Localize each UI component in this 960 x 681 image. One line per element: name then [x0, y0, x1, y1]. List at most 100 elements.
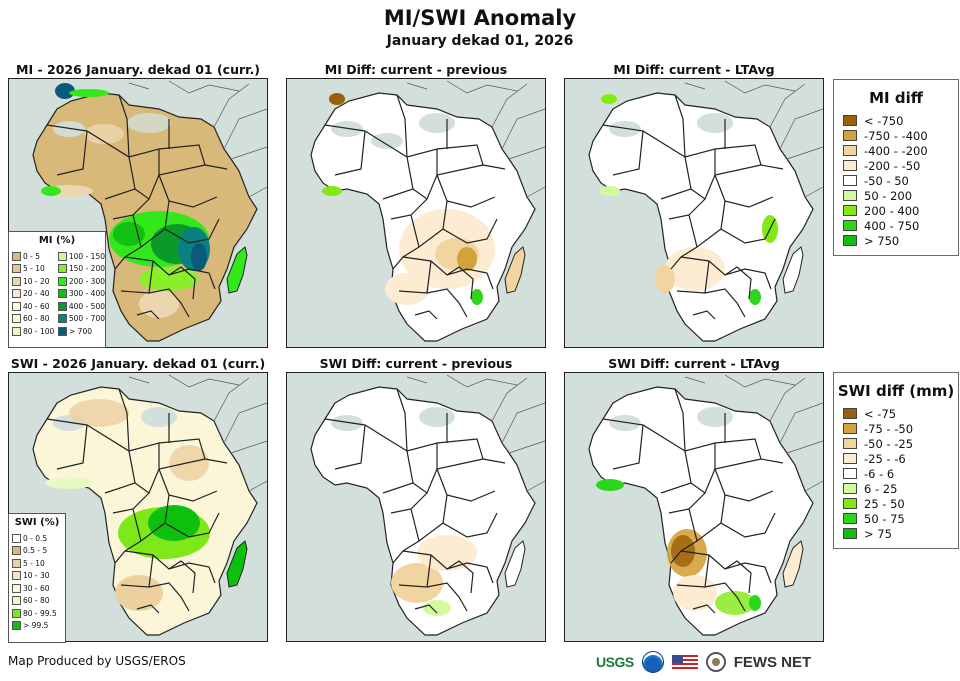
legend-label: 60 - 80: [23, 314, 50, 324]
legend-label: 20 - 40: [23, 289, 50, 299]
legend-item: 5 - 10: [9, 263, 55, 276]
legend-item: > 75: [834, 526, 958, 541]
panel-title-mi-diff-ltavg: MI Diff: current - LTAvg: [613, 62, 775, 77]
legend-label: > 99.5: [23, 621, 49, 631]
legend-label: 500 - 700: [68, 314, 105, 324]
map-mi-diff-previous[interactable]: [286, 78, 546, 348]
legend-label: 10 - 30: [23, 571, 50, 581]
legend-item: > 750: [834, 233, 958, 248]
legend-item: -25 - -6: [834, 451, 958, 466]
legend-swatch: [12, 571, 21, 581]
legend-label: -50 - 50: [864, 173, 909, 188]
legend-swatch: [12, 583, 21, 593]
legend-swi-diff: SWI diff (mm) < -75 -75 - -50 -50 - -25 -25…: [833, 372, 959, 549]
legend-mi-percent-title: MI (%): [38, 235, 76, 246]
legend-item: 60 - 80: [9, 595, 65, 608]
legend-swatch: [843, 235, 857, 246]
legend-swatch: [12, 289, 21, 299]
legend-item: 0 - 5: [9, 250, 55, 263]
panel-title-swi-diff-previous: SWI Diff: current - previous: [319, 356, 513, 371]
legend-label: < -75: [864, 406, 897, 421]
legend-item: -75 - -50: [834, 421, 958, 436]
logo-strip: USGS FEWS NET: [596, 650, 811, 674]
legend-label: 40 - 60: [23, 301, 50, 311]
legend-swi-diff-title: SWI diff (mm): [837, 382, 955, 400]
legend-swatch: [58, 314, 67, 324]
legend-item: > 700: [55, 325, 105, 338]
legend-label: 200 - 400: [864, 203, 920, 218]
legend-item: 0 - 0.5: [9, 532, 65, 545]
legend-label: -400 - -200: [864, 143, 928, 158]
noaa-logo-icon: [641, 651, 664, 673]
legend-swi-percent: SWI (%) 0 - 0.5 0.5 - 5 5 - 10 10 - 30 30 - …: [8, 513, 66, 643]
legend-swatch: [12, 276, 21, 286]
legend-item: 10 - 30: [9, 570, 65, 583]
legend-swatch: [843, 513, 857, 524]
legend-label: 150 - 200: [68, 264, 105, 274]
usgs-logo: USGS: [596, 654, 634, 670]
legend-item: -6 - 6: [834, 466, 958, 481]
panel-title-swi-diff-ltavg: SWI Diff: current - LTAvg: [608, 356, 780, 371]
legend-item: -400 - -200: [834, 143, 958, 158]
legend-mi-diff-title: MI diff: [869, 89, 923, 107]
legend-swatch: [12, 264, 21, 274]
legend-swatch: [843, 115, 857, 126]
legend-swatch: [58, 264, 67, 274]
legend-label: 50 - 200: [864, 188, 913, 203]
map-swi-diff-previous[interactable]: [286, 372, 546, 642]
legend-label: > 75: [864, 526, 892, 541]
legend-item: 80 - 100: [9, 325, 55, 338]
legend-swatch: [12, 301, 21, 311]
legend-label: < -750: [864, 113, 904, 128]
legend-swatch: [843, 483, 857, 494]
fews-net-logo: FEWS NET: [733, 653, 812, 671]
main-title: MI/SWI Anomaly: [383, 6, 577, 30]
legend-swatch: [843, 408, 857, 419]
legend-label: -6 - 6: [864, 466, 895, 481]
legend-item: 60 - 80: [9, 313, 55, 326]
legend-item: < -750: [834, 113, 958, 128]
legend-item: < -75: [834, 406, 958, 421]
legend-item: 100 - 150: [55, 250, 105, 263]
map-mi-diff-ltavg[interactable]: [564, 78, 824, 348]
legend-swatch: [58, 289, 67, 299]
legend-swatch: [843, 130, 857, 141]
legend-swatch: [58, 326, 67, 336]
legend-label: -50 - -25: [864, 436, 914, 451]
legend-swatch: [58, 301, 67, 311]
legend-swatch: [843, 528, 857, 539]
map-swi-diff-ltavg[interactable]: [564, 372, 824, 642]
legend-swatch: [12, 326, 21, 336]
legend-label: 5 - 10: [23, 264, 45, 274]
legend-swatch: [843, 438, 857, 449]
legend-item: 6 - 25: [834, 481, 958, 496]
legend-mi-diff: MI diff < -750 -750 - -400 -400 - -200 -200…: [833, 79, 959, 256]
legend-item: 40 - 60: [9, 300, 55, 313]
legend-swatch: [843, 190, 857, 201]
legend-label: > 750: [864, 233, 900, 248]
legend-swatch: [843, 498, 857, 509]
legend-swi-percent-title: SWI (%): [14, 517, 60, 528]
legend-item: -200 - -50: [834, 158, 958, 173]
legend-swatch: [843, 453, 857, 464]
legend-item: 80 - 99.5: [9, 607, 65, 620]
legend-swatch: [12, 621, 21, 631]
legend-item: -50 - 50: [834, 173, 958, 188]
legend-label: 25 - 50: [864, 496, 905, 511]
legend-item: 50 - 200: [834, 188, 958, 203]
panel-title-swi-current: SWI - 2026 January. dekad 01 (curr.): [10, 356, 266, 371]
legend-swatch: [843, 175, 857, 186]
legend-label: 200 - 300: [68, 276, 105, 286]
legend-item: 150 - 200: [55, 263, 105, 276]
subtitle: January dekad 01, 2026: [386, 33, 574, 49]
legend-item: 400 - 750: [834, 218, 958, 233]
legend-swatch: [843, 205, 857, 216]
panel-title-mi-current: MI - 2026 January. dekad 01 (curr.): [16, 62, 260, 77]
legend-swatch: [843, 468, 857, 479]
legend-label: -750 - -400: [864, 128, 928, 143]
legend-label: 400 - 750: [864, 218, 920, 233]
legend-swatch: [12, 596, 21, 606]
legend-label: 300 - 400: [68, 289, 105, 299]
legend-swatch: [58, 251, 67, 261]
legend-label: 0 - 5: [23, 251, 41, 261]
